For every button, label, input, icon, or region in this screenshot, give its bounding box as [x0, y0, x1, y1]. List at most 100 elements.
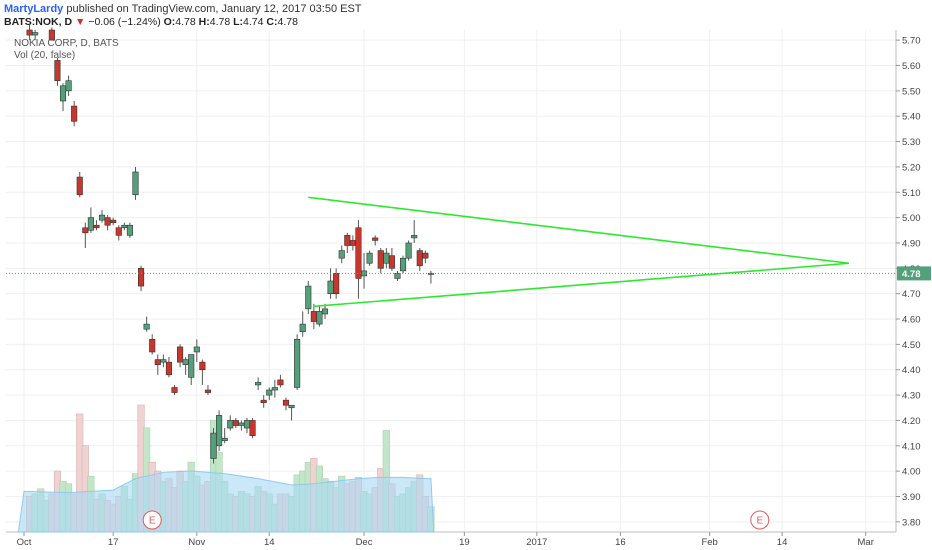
candle-body	[98, 214, 106, 221]
earnings-marker-icon	[750, 510, 770, 530]
earnings-marker-icon	[142, 510, 162, 530]
author-link[interactable]: MartyLardy	[4, 3, 64, 15]
candle-body	[104, 217, 111, 226]
price-tick-label: 5.50	[902, 86, 921, 97]
price-tick-label: 4.60	[902, 315, 921, 326]
candle-body	[110, 219, 117, 223]
candle-body	[138, 268, 145, 287]
candle-body	[333, 273, 340, 294]
candle-body	[344, 235, 351, 246]
price-tick-label: 4.00	[902, 467, 921, 478]
candle-body	[59, 85, 67, 102]
candle-body	[316, 311, 323, 325]
candle-body	[366, 252, 373, 264]
price-tick-label: 4.90	[902, 238, 921, 249]
candle-body	[221, 437, 228, 442]
candle-body	[210, 432, 217, 459]
high-value: 4.78	[209, 16, 231, 28]
last-price-label: 4.78	[902, 269, 921, 280]
candle-body	[399, 257, 407, 272]
candle-body	[411, 235, 418, 239]
low-label: L:	[233, 16, 244, 28]
candle-body	[260, 399, 267, 403]
candle-body	[377, 250, 384, 269]
price-tick-label: 5.70	[902, 36, 921, 47]
candle-body	[383, 252, 390, 264]
candle-body	[182, 359, 189, 365]
candle-body	[288, 404, 295, 409]
price-tick-label: 5.00	[902, 213, 921, 224]
earnings-marker-label: E	[149, 516, 156, 527]
candle-body	[126, 224, 133, 236]
candle-body	[321, 308, 329, 315]
candle-body	[32, 32, 39, 36]
candle-body	[372, 237, 379, 241]
price-tick-label: 4.40	[902, 365, 921, 376]
candle-body	[204, 389, 211, 393]
candle-body	[338, 250, 345, 259]
time-tick-label: Mar	[858, 537, 874, 548]
candle-body	[416, 250, 423, 267]
candle-body	[310, 311, 317, 322]
trendline	[308, 196, 850, 265]
price-tick-label: 4.20	[902, 416, 921, 427]
candle-body	[227, 420, 234, 429]
price-tick-label: 3.90	[902, 492, 921, 503]
candle-body	[232, 420, 239, 426]
candle-body	[177, 346, 184, 363]
change-value: −0.06 (−1.24%)	[88, 16, 161, 28]
candle-body	[255, 382, 262, 386]
time-tick-label: Feb	[701, 537, 717, 548]
candle-body	[427, 273, 434, 275]
candle-body	[171, 387, 178, 393]
candle-body	[422, 252, 429, 259]
price-tick-label: 5.20	[902, 162, 921, 173]
series-title: NOKIA CORP, D, BATS	[14, 38, 119, 49]
candle-body	[299, 323, 306, 333]
candle-body	[71, 105, 78, 122]
candle-body	[327, 280, 334, 294]
candle-body	[216, 415, 223, 447]
candle-body	[282, 399, 290, 406]
time-tick-label: Dec	[356, 537, 373, 548]
candle-body	[160, 359, 167, 363]
price-tick-label: 4.50	[902, 340, 921, 351]
candle-body	[388, 255, 395, 269]
candle-body	[349, 240, 356, 246]
price-tick-label: 4.70	[902, 289, 921, 300]
candle-body	[82, 227, 89, 234]
candle-body	[360, 270, 368, 277]
price-tick-label: 5.40	[902, 112, 921, 123]
publish-info: MartyLardy published on TradingView.com,…	[4, 3, 362, 15]
price-tick-label: 5.10	[902, 188, 921, 199]
candle-body	[277, 379, 284, 386]
candle-body	[54, 60, 61, 82]
price-tick-label: 4.30	[902, 391, 921, 402]
candle-body	[249, 420, 256, 436]
candle-body	[271, 387, 278, 391]
earnings-marker-label: E	[756, 516, 763, 527]
publish-text: published on TradingView.com, January 12…	[66, 3, 362, 15]
price-tick-label: 4.10	[902, 441, 921, 452]
time-tick-label: 14	[777, 537, 788, 548]
candle-body	[132, 171, 139, 196]
low-value: 4.74	[243, 16, 264, 28]
volume-ma-area	[17, 470, 435, 533]
high-label: H:	[198, 16, 210, 28]
time-tick-label: 19	[459, 537, 470, 548]
candle-body	[193, 346, 200, 353]
candle-body	[238, 422, 245, 426]
price-tick-label: 3.80	[902, 517, 921, 528]
close-label: C:	[266, 16, 278, 28]
ohlc-header: BATS:NOK, D ▼ −0.06 (−1.24%) O:4.78 H:4.…	[4, 16, 298, 28]
change-down-icon: ▼	[74, 16, 86, 28]
open-value: 4.78	[175, 16, 196, 28]
candle-body	[121, 224, 128, 229]
candle-body	[243, 420, 251, 429]
candle-body	[165, 361, 172, 376]
candle-body	[26, 29, 33, 36]
candle-body	[76, 176, 83, 196]
open-label: O:	[163, 16, 176, 28]
